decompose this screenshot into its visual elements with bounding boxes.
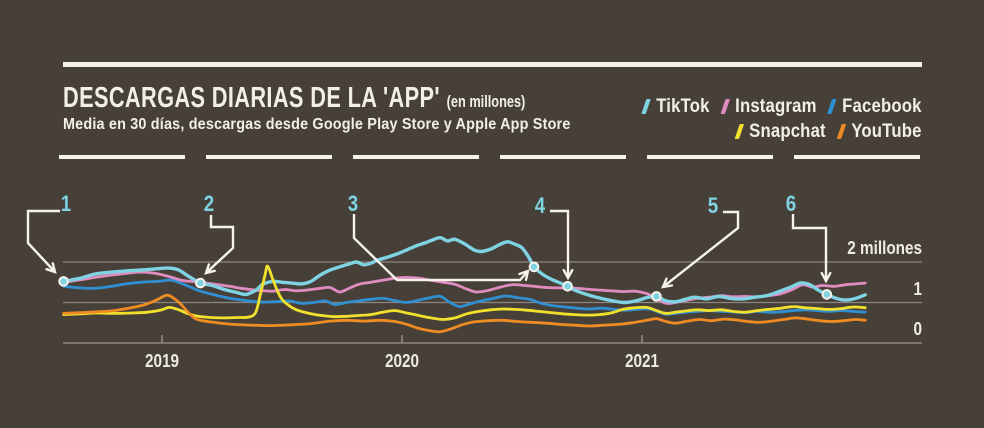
chart-title: DESCARGAS DIARIAS DE LA 'APP' (en millon… [63, 82, 525, 115]
annotation-arrowhead-2 [204, 263, 216, 275]
legend-label: YouTube [851, 120, 922, 142]
annotation-number-5: 5 [707, 193, 719, 218]
x-axis-label-2021: 2021 [624, 351, 660, 371]
legend-label: Instagram [735, 95, 818, 117]
y-axis-label-0: 0 [913, 319, 922, 339]
x-axis-label-2020: 2020 [384, 351, 420, 371]
annotation-arrow-6 [791, 214, 828, 281]
legend-item-instagram: Instagram [720, 95, 818, 118]
series-line-instagram [62, 270, 867, 305]
annotation-arrowhead-6 [820, 271, 832, 284]
chart-title-text: DESCARGAS DIARIAS DE LA 'APP' [63, 82, 440, 114]
annotation-marker-5 [651, 291, 662, 302]
annotation-number-1: 1 [60, 191, 72, 216]
chart-title-unit: (en millones) [446, 92, 526, 111]
annotation-arrow-4 [550, 209, 570, 278]
annotation-arrowhead-4 [562, 268, 574, 281]
y-axis-label-1: 1 [913, 278, 922, 299]
annotation-number-6: 6 [785, 191, 797, 216]
annotation-arrowhead-1 [45, 262, 57, 274]
annotation-number-4: 4 [534, 193, 546, 218]
annotation-marker-4 [562, 281, 573, 292]
series-line-youtube [62, 293, 867, 334]
annotation-arrowhead-3 [518, 269, 530, 281]
series-line-tiktok [61, 235, 867, 305]
annotation-arrow-1 [26, 209, 60, 273]
annotation-arrow-3 [352, 214, 529, 282]
annotation-marker-2 [195, 277, 206, 289]
annotation-marker-1 [58, 276, 69, 287]
series-line-snapchat [62, 264, 867, 321]
annotation-marker-6 [821, 289, 833, 300]
legend-item-tiktok: TikTok [641, 95, 711, 118]
top-rule [63, 62, 922, 67]
legend-label: Facebook [842, 95, 922, 117]
legend: TikTok Instagram Facebook Snapchat YouTube [591, 96, 922, 146]
legend-item-facebook: Facebook [827, 95, 922, 118]
legend-label: Snapchat [749, 120, 827, 142]
annotation-arrowhead-5 [661, 277, 674, 289]
annotation-arrow-5 [662, 210, 740, 288]
legend-item-snapchat: Snapchat [734, 120, 827, 143]
legend-label: TikTok [656, 95, 711, 117]
legend-row-2: Snapchat YouTube [631, 121, 922, 142]
y-axis-label-2: 2 millones [847, 238, 922, 258]
annotation-number-2: 2 [203, 191, 215, 216]
legend-item-youtube: YouTube [836, 120, 922, 143]
x-axis-label-2019: 2019 [144, 351, 180, 371]
legend-row-1: TikTok Instagram Facebook [631, 96, 922, 117]
annotation-arrow-2 [205, 215, 235, 274]
dashed-divider [59, 155, 920, 159]
annotation-marker-3 [528, 261, 540, 273]
annotation-number-3: 3 [347, 191, 359, 216]
chart-subtitle: Media en 30 días, descargas desde Google… [63, 116, 571, 133]
